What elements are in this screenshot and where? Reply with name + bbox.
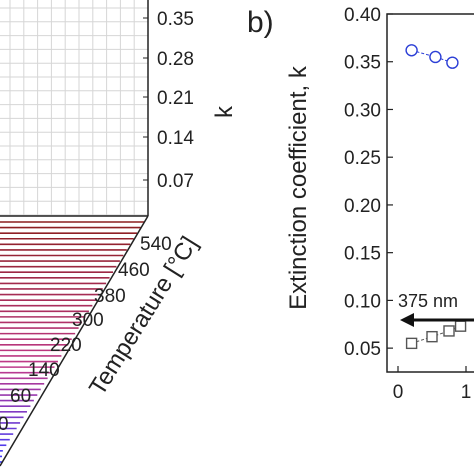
y-tick-label: 0.35	[344, 53, 381, 74]
k-tick-label: 0.35	[157, 9, 194, 30]
temperature-tick-label: 60	[10, 386, 31, 407]
panel-a-k-ticks: 0.35 0.28 0.21 0.14 0.07	[143, 9, 194, 192]
y-tick-label: 0.40	[344, 5, 381, 26]
panel-a-k-axis-label: k	[211, 105, 238, 118]
panel-a: 0.35 0.28 0.21 0.14 0.07 k 540 460 380 300 220 14…	[0, 0, 238, 467]
k-tick-label: 0.07	[157, 171, 194, 192]
panel-b-y-ticks: 0.40 0.35 0.30 0.25 0.20 0.15 0.10 0.05	[344, 5, 393, 360]
panel-a-temperature-ticks: 540 460 380 300 220 140 600	[0, 234, 172, 435]
temperature-tick-label: 380	[94, 286, 126, 307]
k-tick-label: 0.14	[157, 128, 194, 149]
circle-point	[429, 50, 442, 64]
circle-point	[405, 44, 418, 57]
y-tick-label: 0.30	[344, 100, 381, 121]
square-point	[405, 337, 418, 350]
circle-point	[446, 56, 459, 69]
panel-a-grid	[0, 0, 149, 216]
panel-b-series	[405, 44, 467, 350]
temperature-tick-label: 300	[72, 310, 104, 331]
panel-a-temperature-layers	[0, 221, 144, 463]
x-tick-label: 0	[393, 382, 404, 403]
series-line	[411, 325, 461, 344]
k-tick-label: 0.21	[157, 88, 194, 109]
x-tick-label: 1	[461, 382, 472, 403]
y-tick-label: 0.20	[344, 196, 381, 217]
temperature-tick-label: 140	[28, 360, 60, 381]
temperature-tick-label: 0	[0, 414, 9, 435]
y-tick-label: 0.15	[344, 244, 381, 265]
panel-b: b) Extinction coefficient, k 0.40 0.35 0.3…	[247, 5, 474, 403]
temperature-tick-label: 220	[50, 335, 82, 356]
temperature-tick-label: 540	[140, 234, 172, 255]
k-tick-label: 0.28	[157, 49, 194, 70]
panel-b-label: b)	[247, 6, 274, 39]
square-point	[454, 320, 467, 332]
annotation-arrow-head	[400, 313, 414, 327]
annotation-375nm: 375 nm	[398, 291, 458, 311]
square-point	[426, 330, 438, 343]
panel-b-y-axis-label: Extinction coefficient, k	[285, 65, 312, 310]
y-tick-label: 0.25	[344, 148, 381, 169]
y-tick-label: 0.05	[344, 339, 381, 360]
panel-b-plot-frame	[386, 13, 474, 373]
panel-b-annotation: 375 nm	[398, 291, 474, 327]
square-point	[443, 325, 455, 337]
y-tick-label: 0.10	[344, 291, 381, 312]
temperature-tick-label: 460	[118, 260, 150, 281]
